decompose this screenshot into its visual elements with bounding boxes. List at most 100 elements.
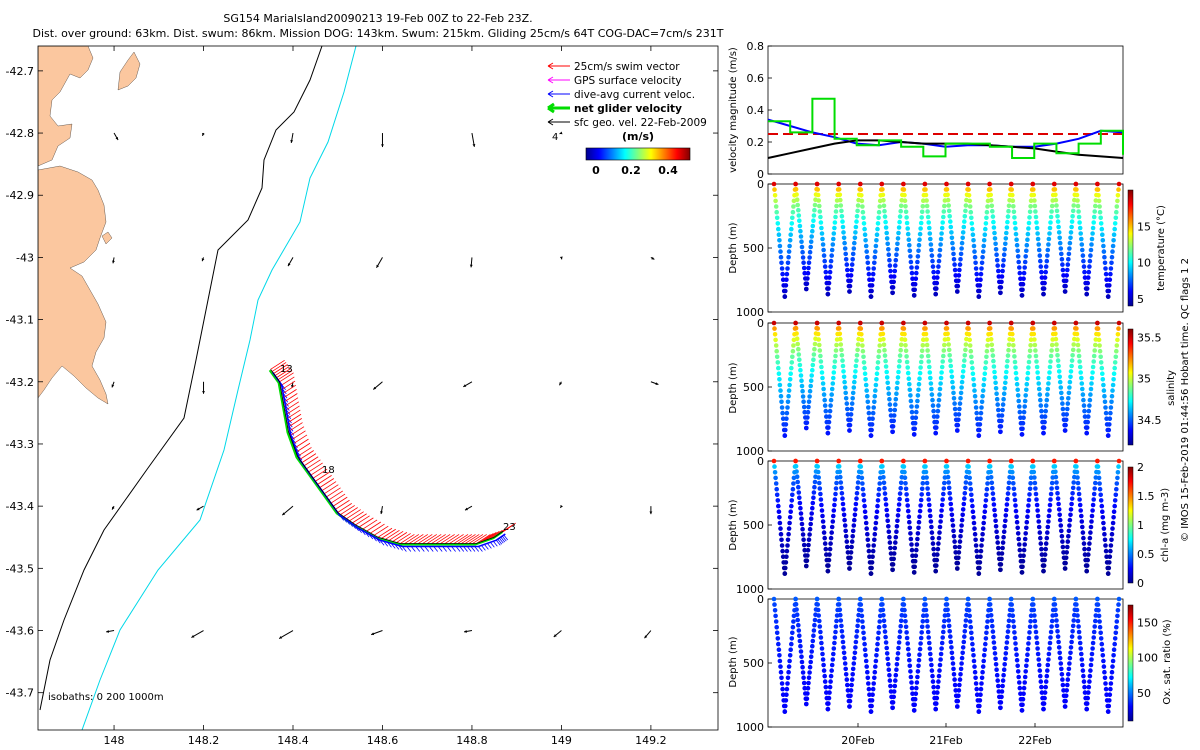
chla-sample-point [815,464,820,469]
chla-sample-point [1012,492,1017,497]
oxygen-sample-point [1003,656,1008,662]
temperature-sample-point [789,221,795,226]
salinity-sample-point [776,371,782,377]
chla-sample-point [883,496,888,502]
temperature-sample-point [833,209,839,214]
temperature-sample-point [909,270,915,276]
oxygen-sample-point [913,691,919,696]
salinity-sample-point [801,404,807,410]
chla-sample-point [800,532,806,537]
salinity-sample-point [1048,359,1053,364]
oxygen-sample-point [962,634,967,639]
chla-sample-point [947,491,952,496]
temperature-sample-point [1075,198,1080,203]
speed-colorbar-tick-0: 0 [592,164,600,177]
oxygen-sample-point [1032,618,1038,624]
chla-sample-point [1069,501,1074,507]
chla-sample-point [1004,507,1009,513]
chla-sample-point [1014,514,1019,519]
oxygen-sample-point [883,640,889,645]
chla-sample-point [948,501,954,507]
oxygen-sample-point [829,668,834,673]
oxygen-sample-point [1075,618,1081,624]
temperature-sample-point [1098,221,1104,226]
oxygen-sample-point [1042,695,1047,701]
geo-arrow-head [282,512,286,516]
salinity-sample-point [877,343,882,348]
salinity-sample-point [988,331,993,337]
temperature-sample-point [869,283,875,288]
salinity-sample-point [984,354,989,360]
chla-sample-point [917,508,923,514]
temperature-sample-point [974,271,979,277]
chla-sample-point [862,503,867,509]
salinity-sample-point [970,371,976,377]
salinity-sample-point [832,359,838,364]
chla-sample-point [1071,480,1076,485]
salinity-sample-point [861,360,867,365]
oxygen-sample-point [996,689,1002,694]
oxygen-sample-point [1089,651,1095,657]
salinity-sample-point [1097,343,1102,348]
swim-vector [366,521,382,532]
salinity-sample-point [775,360,781,365]
temperature-sample-point [866,266,871,271]
oxygen-sample-point [927,646,933,651]
swim-vector [377,527,393,538]
chla-sample-point [1021,547,1027,553]
temperature-sample-point [920,204,926,209]
oxygen-sample-point [888,689,894,694]
temperature-sample-point [919,209,925,215]
temperature-sample-point [1102,254,1107,260]
oxygen-sample-point [861,636,867,641]
salinity-sample-point [984,348,990,354]
salinity-sample-point [1065,401,1071,406]
oxygen-sample-point [798,649,804,654]
chla-sample-point [1054,480,1059,485]
speed-colorbar-title: (m/s) [622,130,654,143]
temperature-sample-point [819,231,825,236]
time-x-tick-label: 22Feb [1018,734,1051,747]
salinity-sample-point [876,348,882,354]
chla-sample-point [869,560,875,565]
oxygen-sample-point [1073,596,1079,602]
oxygen-sample-point [837,607,843,613]
oxygen-sample-point [789,641,794,647]
oxygen-sample-point [859,613,865,619]
chla-sample-point [854,491,860,496]
temperature-sample-point [1059,257,1065,262]
oxygen-sample-point [868,709,874,714]
temperature-sample-point [963,208,968,214]
temperature-sample-point [1075,203,1081,209]
salinity-sample-point [1033,348,1038,353]
oxygen-sample-point [1023,669,1028,674]
salinity-sample-point [1022,404,1027,409]
chla-sample-point [913,553,919,558]
temperature-sample-point [1087,258,1093,264]
speed-colorbar-tick-2: 0.4 [658,164,678,177]
temperature-sample-point [930,258,935,264]
oxygen-sample-point [999,694,1004,700]
swim-vector [374,525,389,536]
temperature-sample-point [905,226,910,231]
legend-gps: GPS surface velocity [574,75,682,87]
salinity-sample-point [916,387,921,393]
chla-sample-point [1053,469,1058,475]
chla-sample-point [990,485,995,491]
temperature-sample-point [977,288,982,294]
temperature-sample-point [1020,281,1026,287]
temperature-sample-point [1034,220,1039,225]
temperature-sample-point [1089,236,1095,242]
oxygen-sample-point [1116,596,1122,602]
oxygen-sample-point [972,669,978,675]
chla-sample-point [776,503,781,509]
oxygen-sample-point [994,672,1000,678]
temperature-sample-point [785,266,790,271]
chla-sample-point [952,544,958,550]
oxygen-sample-point [1115,608,1121,613]
chla-sample-point [883,502,889,507]
chla-sample-point [1101,520,1106,526]
temperature-sample-point [926,220,931,225]
oxygen-sample-point [1111,647,1117,652]
